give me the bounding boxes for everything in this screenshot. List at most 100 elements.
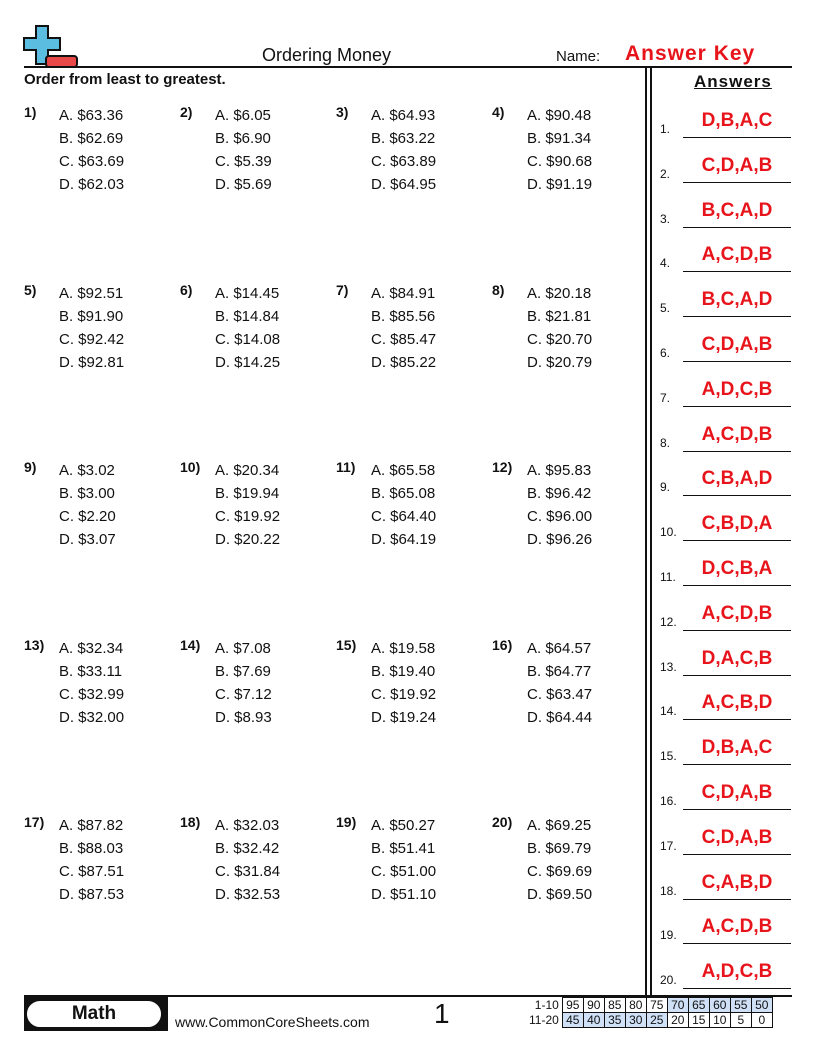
option: C. $85.47	[371, 331, 437, 348]
website-link[interactable]: www.CommonCoreSheets.com	[175, 1014, 370, 1030]
problem-number: 19)	[336, 814, 357, 830]
option: D. $32.00	[59, 709, 125, 726]
answer-value: A,C,D,B	[701, 602, 773, 624]
answer-line	[683, 540, 791, 542]
answer-line	[683, 719, 791, 721]
score-cell: 5	[729, 1012, 752, 1028]
problem-number: 1)	[24, 104, 37, 120]
option: D. $14.25	[215, 354, 281, 371]
instructions: Order from least to greatest.	[24, 71, 226, 88]
column-divider	[645, 68, 647, 995]
option: D. $5.69	[215, 176, 272, 193]
score-cell: 90	[582, 997, 605, 1013]
option: B. $14.84	[215, 308, 280, 325]
answer-number: 1.	[660, 122, 671, 136]
option: A. $64.57	[527, 640, 592, 657]
option: A. $50.27	[371, 817, 436, 834]
answer-value: C,D,A,B	[701, 334, 773, 355]
score-cell: 65	[687, 997, 710, 1013]
problem-number: 12)	[492, 459, 513, 475]
option: B. $19.94	[215, 485, 280, 502]
answer-value: D,B,A,C	[701, 737, 773, 759]
score-cell: 10	[708, 1012, 731, 1028]
answer-value: C,A,B,D	[701, 871, 773, 893]
answer-value: C,B,D,A	[701, 513, 773, 535]
option: C. $19.92	[371, 686, 437, 703]
score-table: 1-10 95 90 85 80 75 70 65 60 55 50 11-20 45 40 35 30 25 2…	[526, 997, 773, 1028]
answer-number: 13.	[660, 659, 677, 674]
option: B. $51.41	[371, 840, 436, 857]
answer-value: B,C,A,D	[701, 289, 773, 311]
answer-line	[683, 853, 791, 855]
problem-number: 6)	[180, 282, 193, 298]
answer-value: D,B,A,C	[701, 110, 773, 131]
answer-line	[683, 450, 791, 452]
score-cell: 75	[645, 997, 668, 1013]
score-cell: 0	[750, 1012, 773, 1028]
answer-value: B,C,A,D	[701, 199, 773, 221]
option: B. $33.11	[59, 663, 123, 680]
option: A. $63.36	[59, 107, 124, 124]
option: A. $19.58	[371, 640, 436, 657]
score-cell: 40	[582, 1012, 605, 1028]
problem-number: 18)	[180, 814, 201, 830]
problem-number: 17)	[24, 814, 45, 830]
answer-value: A,C,D,B	[701, 916, 773, 938]
footer-divider	[24, 995, 792, 997]
name-label: Name:	[556, 48, 601, 65]
answer-value: D,A,C,B	[701, 647, 773, 669]
subject-badge: Math	[25, 999, 163, 1029]
answer-value: A,C,B,D	[701, 692, 773, 714]
score-cell: 60	[708, 997, 731, 1013]
option: A. $6.05	[215, 107, 271, 124]
option: C. $20.70	[527, 331, 593, 348]
option: D. $20.22	[215, 531, 281, 548]
option: A. $7.08	[215, 640, 271, 657]
answer-value: A,D,C,B	[701, 378, 773, 400]
column-divider	[650, 68, 652, 995]
score-cell: 30	[624, 1012, 647, 1028]
problem-number: 16)	[492, 637, 513, 653]
option: B. $91.34	[527, 130, 592, 147]
option: D. $85.22	[371, 354, 437, 371]
option: A. $32.34	[59, 640, 124, 657]
score-row-label: 11-20	[529, 1013, 559, 1027]
option: B. $6.90	[215, 130, 271, 147]
option: C. $51.00	[371, 863, 437, 880]
option: C. $92.42	[59, 331, 125, 348]
problem-number: 13)	[24, 637, 45, 653]
score-cell: 15	[687, 1012, 710, 1028]
answer-number: 6.	[660, 346, 671, 360]
answer-value: D,C,B,A	[701, 558, 773, 579]
option: C. $63.89	[371, 153, 437, 170]
option: C. $96.00	[527, 508, 593, 525]
answer-number: 8.	[660, 435, 671, 450]
option: C. $32.99	[59, 686, 125, 703]
problem-number: 5)	[24, 282, 37, 298]
problem-number: 7)	[336, 282, 349, 298]
answer-number: 4.	[660, 256, 671, 271]
option: A. $95.83	[527, 462, 592, 479]
worksheet-title: Ordering Money	[262, 45, 392, 65]
page-number: 1	[434, 998, 450, 1029]
option: A. $87.82	[59, 817, 124, 834]
option: B. $3.00	[59, 485, 115, 502]
answer-line	[683, 585, 791, 586]
answer-number: 14.	[660, 704, 677, 719]
problem-number: 11)	[336, 459, 356, 475]
option: C. $63.47	[527, 686, 593, 703]
answer-line	[683, 271, 791, 273]
option: A. $64.93	[371, 107, 436, 124]
option: A. $84.91	[371, 285, 436, 302]
option: B. $21.81	[527, 308, 592, 325]
header-divider	[24, 66, 792, 68]
answer-number: 3.	[660, 211, 671, 226]
option: C. $7.12	[215, 686, 272, 703]
option: C. $2.20	[59, 508, 116, 525]
option: C. $90.68	[527, 153, 593, 170]
answer-number: 5.	[660, 301, 671, 316]
answer-line	[683, 361, 791, 362]
option: B. $64.77	[527, 663, 592, 680]
answer-number: 18.	[660, 883, 677, 898]
option: C. $14.08	[215, 331, 281, 348]
